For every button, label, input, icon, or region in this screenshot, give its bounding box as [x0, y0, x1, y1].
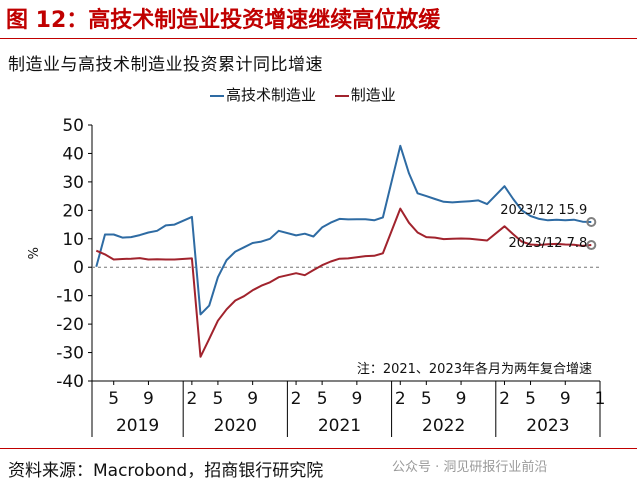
chart-title: 制造业与高技术制造业投资累计同比增速 [8, 55, 323, 75]
x-tick-label: 5 [525, 389, 536, 409]
end-marker-manufacturing [586, 240, 597, 251]
x-tick-label: 5 [213, 389, 224, 409]
x-tick-label: 9 [143, 389, 154, 409]
x-tick-label: 9 [351, 389, 362, 409]
y-axis-label: % [27, 247, 42, 259]
y-tick-label: -40 [56, 372, 84, 392]
chart-legend: 高技术制造业 制造业 [210, 84, 410, 105]
legend-item-high-tech: 高技术制造业 [210, 84, 316, 105]
x-tick-label: 2 [499, 389, 510, 409]
x-tick-label: 2 [395, 389, 406, 409]
x-year-label: 2021 [318, 416, 361, 436]
series-line-manufacturing [95, 207, 592, 358]
legend-label-high-tech: 高技术制造业 [226, 86, 317, 104]
x-tick-label: 9 [247, 389, 258, 409]
y-tick-label: 50 [62, 116, 84, 136]
x-year-label: 2023 [526, 416, 569, 436]
legend-label-manufacturing: 制造业 [350, 86, 396, 104]
legend-swatch-manufacturing [334, 94, 349, 97]
x-tick-label: 9 [560, 389, 571, 409]
chart-annotation: 注：2021、2023年各月为两年复合增速 [357, 361, 592, 377]
y-tick-label: -30 [56, 344, 84, 364]
y-tick-label: 20 [62, 201, 84, 221]
y-tick-label: 0 [73, 258, 84, 278]
end-label-high-tech-manufacturing: 2023/12 15.9 [500, 203, 587, 218]
end-label-manufacturing: 2023/12 7.8 [509, 236, 588, 251]
y-tick-label: -20 [56, 315, 84, 335]
y-tick-label: 30 [62, 173, 84, 193]
end-marker-high-tech-manufacturing [586, 216, 597, 227]
x-tick-label: 9 [456, 389, 467, 409]
legend-swatch-high-tech [210, 94, 224, 97]
x-tick-label: 5 [317, 389, 328, 409]
x-tick-label: 5 [421, 389, 432, 409]
x-tick-label: 5 [108, 389, 119, 409]
figure-title: 图 12：高技术制造业投资增速继续高位放缓 [6, 8, 441, 33]
title-rule [0, 38, 637, 39]
y-tick-label: -10 [56, 287, 84, 307]
y-tick-label: 40 [62, 144, 84, 164]
legend-item-manufacturing: 制造业 [334, 84, 396, 105]
source-rule [0, 448, 637, 449]
x-year-label: 2020 [214, 416, 257, 436]
series-line-high-tech-manufacturing [95, 144, 592, 316]
x-tick-label: 2 [186, 389, 197, 409]
x-year-label: 2022 [422, 416, 465, 436]
x-year-label: 2019 [116, 416, 159, 436]
watermark: 公众号 · 洞见研报行业前沿 [392, 460, 548, 475]
x-tick-label: 2 [291, 389, 302, 409]
source-note: 资料来源：Macrobond，招商银行研究院 [8, 461, 324, 481]
y-tick-label: 10 [62, 230, 84, 250]
